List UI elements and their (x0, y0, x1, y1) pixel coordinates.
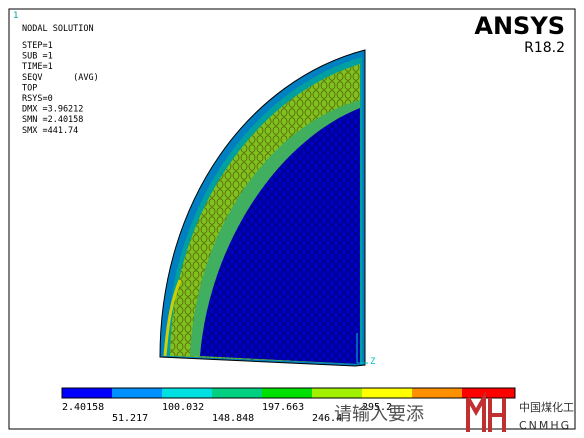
legend-label: 148.848 (212, 413, 254, 424)
info-line: SEQV (AVG) (22, 73, 99, 83)
logo-name: ANSYS (474, 12, 565, 40)
info-line: SUB =1 (22, 52, 53, 62)
legend-labels: 2.40158 100.032 197.663 295.2 51.217 148.848 2… (62, 402, 392, 424)
info-line: NODAL SOLUTION (22, 24, 94, 34)
info-line: RSYS=0 (22, 94, 53, 104)
watermark-brand-cn: 中国煤化工 (519, 400, 574, 414)
legend-label: 51.217 (112, 413, 148, 424)
info-line: STEP=1 (22, 41, 53, 51)
watermark-text: 请输入要添 (334, 404, 424, 425)
color-bar (61, 387, 516, 399)
watermark-logo: 中国煤化工 CNMHG (466, 390, 574, 432)
info-line: SMN =2.40158 (22, 115, 83, 125)
info-line: DMX =3.96212 (22, 105, 83, 115)
info-line: TOP (22, 83, 37, 93)
logo-version: R18.2 (524, 40, 565, 56)
legend-label: 100.032 (162, 402, 204, 413)
info-line: SMX =441.74 (22, 126, 78, 136)
legend-label: 246.4 (312, 413, 342, 424)
legend-label: 197.663 (262, 402, 304, 413)
window-number: 1 (13, 11, 18, 21)
axis-label: Z (370, 357, 376, 367)
info-line: TIME=1 (22, 62, 53, 72)
legend-label: 2.40158 (62, 402, 104, 413)
watermark-brand-en: CNMHG (519, 419, 571, 432)
legend-label: 295.2 (362, 402, 392, 413)
model (159, 49, 366, 367)
